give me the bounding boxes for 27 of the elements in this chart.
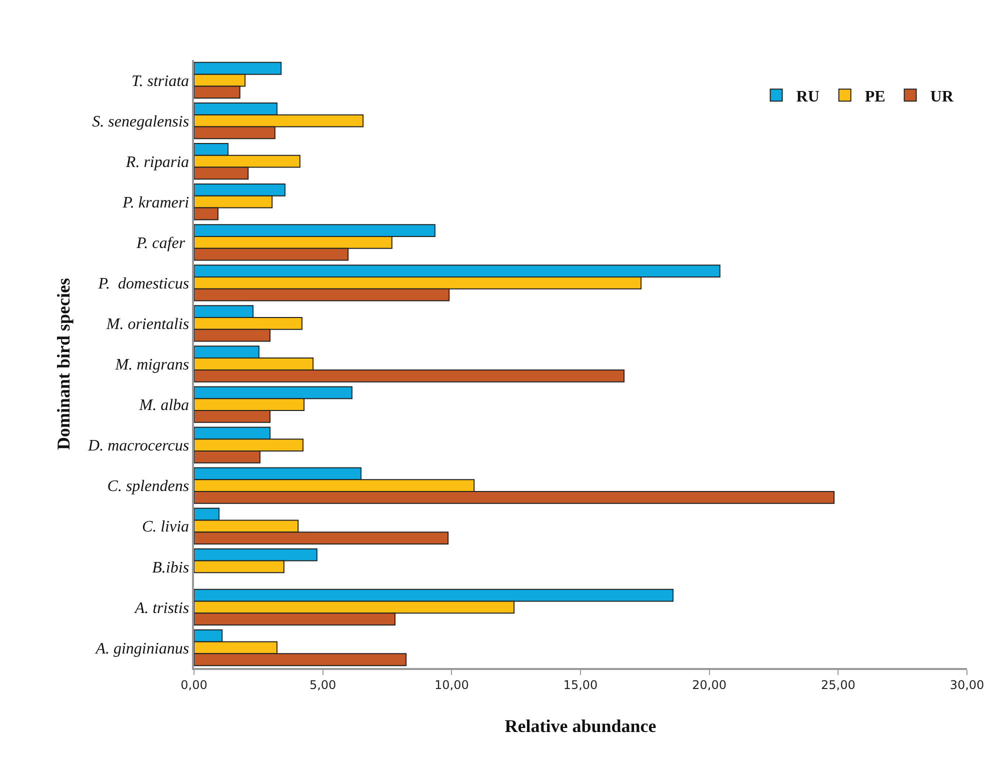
y-tick-label: T. striata: [132, 72, 190, 90]
x-axis-title: Relative abundance: [504, 716, 656, 736]
y-tick-label: P. krameri: [122, 194, 190, 212]
y-tick-label: D. macrocercus: [87, 438, 190, 455]
y-axis-title: Dominant bird species: [54, 278, 74, 450]
y-tick-label: R. riparia: [124, 154, 190, 171]
y-tick-label: A. tristis: [134, 600, 190, 617]
legend-label: UR: [930, 88, 954, 106]
y-tick-label: A. ginginianus: [94, 640, 190, 658]
y-tick-label: C. livia: [142, 518, 190, 536]
x-tick-label: 5,00: [309, 678, 336, 692]
x-tick-label: 25,00: [820, 678, 856, 692]
y-tick-label: C. splendens: [107, 478, 190, 496]
y-tick-label: M. migrans: [114, 356, 190, 374]
y-tick-label: M. orientalis: [105, 316, 190, 334]
legend-label: PE: [864, 88, 886, 106]
x-tick-label: 15,00: [563, 678, 598, 692]
y-tick-label: P. domesticus: [97, 276, 190, 293]
y-tick-label: M. alba: [138, 397, 190, 414]
x-tick-label: 10,00: [434, 678, 469, 692]
y-tick-label: B.ibis: [152, 559, 190, 576]
x-tick-label: 30,00: [950, 678, 984, 692]
legend-label: RU: [796, 88, 820, 106]
y-tick-label: P. cafer: [135, 235, 190, 252]
x-tick-label: 20,00: [692, 678, 727, 692]
x-tick-label: 0,00: [180, 678, 208, 692]
y-tick-label: S. senegalensis: [92, 113, 190, 130]
